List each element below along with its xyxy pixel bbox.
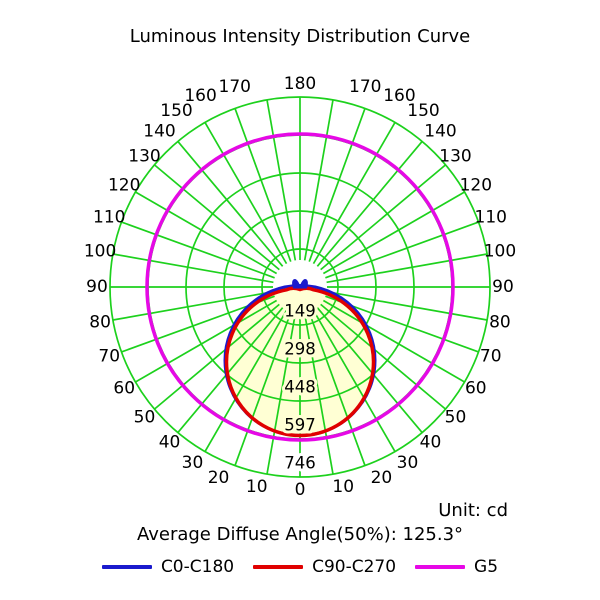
angle-tick-label-90: 90 [492,277,514,297]
angle-tick-label-170: 170 [349,77,381,97]
legend-line-swatch-c90-c270 [253,565,304,569]
angle-tick-label-130: 130 [128,147,160,167]
legend-item-c90-c270: C90-C270 [253,556,396,578]
grid-spoke [112,290,274,321]
radial-tick-labels: 149 298 448 597 746 [281,299,319,476]
legend-item-g5: G5 [415,556,498,578]
angle-tick-label-0: 0 [295,480,306,500]
angle-tick-label-110: 110 [475,208,507,228]
angle-tick-label-40: 40 [159,433,181,453]
radial-tick-label-149: 149 [284,302,316,321]
angle-tick-label-40: 40 [420,433,442,453]
angle-tick-label-80: 80 [89,312,111,332]
c90-c270-curve [224,286,376,438]
grid-spoke [234,108,292,262]
grid-spoke [326,253,488,284]
angle-tick-label-60: 60 [465,379,487,399]
grid-spoke [153,164,280,271]
legend-line-swatch-c0-c180 [101,565,152,569]
angle-tick-label-80: 80 [489,312,511,332]
angle-tick-label-160: 160 [383,86,415,106]
angle-tick-label-150: 150 [407,101,439,121]
grid-spoke [135,299,278,383]
chart-title: Luminous Intensity Distribution Curve [129,26,471,47]
grid-spoke [204,122,288,265]
angle-tick-label-20: 20 [371,468,393,488]
angle-tick-label-60: 60 [113,379,135,399]
grid-spoke [320,303,447,410]
grid-spoke [322,299,465,383]
angle-tick-label-20: 20 [208,468,230,488]
grid-spoke [325,221,479,279]
grid-spoke [316,307,423,434]
grid-spoke [326,290,488,321]
radial-tick-label-298: 298 [284,340,316,359]
grid-spoke [153,303,280,410]
radial-tick-label-597: 597 [284,416,316,435]
angle-tick-label-70: 70 [98,346,120,366]
legend-label-g5: G5 [474,557,499,577]
angle-tick-label-120: 120 [108,176,140,196]
grid-spoke [303,313,334,475]
angle-tick-label-70: 70 [480,346,502,366]
angle-tick-label-30: 30 [182,453,204,473]
grid-spoke [303,99,334,261]
g5-curve [145,132,455,442]
angle-tick-label-10: 10 [246,477,268,497]
grid-spoke [312,309,396,452]
grid-spoke [320,164,447,271]
grid-spoke [322,191,465,275]
angle-tick-label-100: 100 [84,242,116,262]
radial-tick-label-746: 746 [284,454,316,473]
angle-tick-label-50: 50 [134,407,156,427]
angle-tick-label-180: 180 [284,74,316,94]
grid-spoke [266,313,297,475]
angle-tick-label-130: 130 [439,147,471,167]
grid-spoke [308,312,366,466]
angle-tick-label-50: 50 [445,407,467,427]
angle-tick-label-110: 110 [93,208,125,228]
angle-tick-label-120: 120 [460,176,492,196]
angle-tick-label-160: 160 [184,86,216,106]
angle-tick-label-140: 140 [143,121,175,141]
angle-tick-label-150: 150 [160,101,192,121]
c0-c180-back-lobe-notch [292,279,308,289]
angle-tick-label-30: 30 [397,453,419,473]
legend-line-swatch-g5 [415,565,466,569]
legend-label-c0-c180: C0-C180 [160,557,235,577]
grid-spoke [177,140,284,267]
grid-spoke [121,221,275,279]
angle-tick-label-90: 90 [86,277,108,297]
angle-tick-label-100: 100 [484,242,516,262]
angle-tick-label-140: 140 [424,121,456,141]
polar-grid [109,96,491,478]
unit-label: Unit: cd [438,500,508,521]
grid-spoke [204,309,288,452]
legend-label-c90-c270: C90-C270 [312,557,397,577]
grid-spoke [308,108,366,262]
grid-spoke [312,122,396,265]
grid-spoke [112,253,274,284]
average-diffuse-angle-label: Average Diffuse Angle(50%): 125.3° [136,524,464,545]
grid-spoke [234,312,292,466]
grid-spoke [177,307,284,434]
grid-spoke [266,99,297,261]
legend: C0-C180 C90-C270 G5 [0,556,600,578]
grid-spoke [135,191,278,275]
grid-spoke [316,140,423,267]
angle-tick-label-10: 10 [332,477,354,497]
angle-tick-label-170: 170 [219,77,251,97]
legend-item-c0-c180: C0-C180 [101,556,235,578]
radial-tick-label-448: 448 [284,378,316,397]
